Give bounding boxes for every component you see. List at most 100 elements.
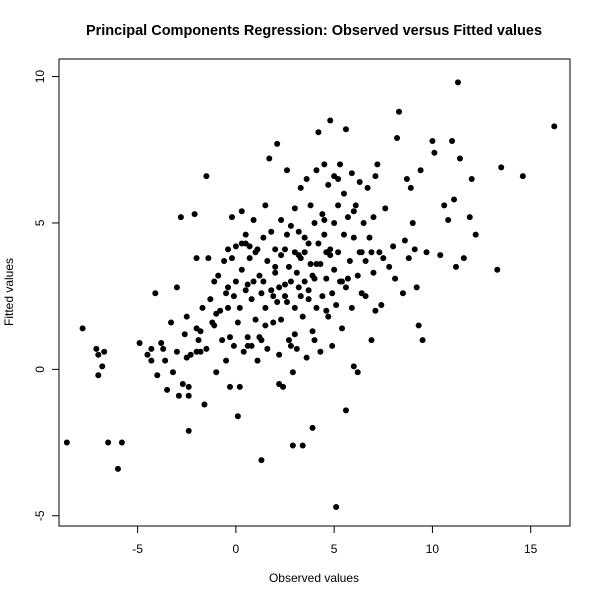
data-points [63,79,558,510]
data-point [342,284,349,291]
data-point [419,337,426,344]
data-point [376,249,383,256]
data-point [291,205,298,212]
data-point [183,313,190,320]
data-point [403,176,410,183]
data-point [287,342,294,349]
data-point [197,328,204,335]
data-point [244,334,251,341]
data-point [346,258,353,265]
data-point [335,249,342,256]
data-point [311,219,318,226]
x-axis: -5 0 5 10 15 [132,526,538,556]
data-point [350,363,357,370]
data-point [289,369,296,376]
data-point [370,269,377,276]
x-tick-label: -5 [132,542,143,556]
data-point [368,337,375,344]
data-point [221,258,228,265]
data-point [333,503,340,510]
data-point [168,319,175,326]
data-point [295,284,302,291]
data-point [331,266,338,273]
data-point [299,442,306,449]
data-point [386,263,393,270]
data-point [250,217,257,224]
data-point [494,266,501,273]
data-point [238,208,245,215]
data-point [315,129,322,136]
data-point [177,214,184,221]
data-point [232,278,239,285]
data-point [431,149,438,156]
data-point [205,255,212,262]
data-point [409,219,416,226]
data-point [256,272,263,279]
data-point [342,126,349,133]
data-point [274,299,281,306]
data-point [164,386,171,393]
data-point [136,340,143,347]
data-point [282,293,289,300]
data-point [354,369,361,376]
data-point [327,117,334,124]
data-point [311,337,318,344]
data-point [301,249,308,256]
data-point [232,243,239,250]
data-point [354,272,361,279]
data-point [285,263,292,270]
data-point [260,234,267,241]
data-point [309,424,316,431]
data-point [309,328,316,335]
data-point [254,357,261,364]
data-point [93,345,100,352]
data-point [179,380,186,387]
data-point [362,293,369,300]
data-point [372,307,379,314]
y-tick-label: -5 [33,510,47,521]
x-tick-label: 10 [426,542,440,556]
data-point [266,155,273,162]
data-point [201,401,208,408]
data-point [405,255,412,262]
data-point [283,299,290,306]
x-tick-label: 0 [233,542,240,556]
data-point [242,231,249,238]
data-point [234,319,241,326]
data-point [453,263,460,270]
data-point [329,290,336,297]
data-point [254,246,261,253]
data-point [335,202,342,209]
data-point [299,313,306,320]
data-point [223,357,230,364]
data-point [399,290,406,297]
data-point [339,325,346,332]
data-point [193,348,200,355]
data-point [185,427,192,434]
data-point [301,234,308,241]
data-point [101,348,108,355]
data-point [305,287,312,294]
data-point [342,407,349,414]
data-point [195,337,202,344]
data-point [240,348,247,355]
data-point [415,322,422,329]
data-point [191,211,198,218]
data-point [256,334,263,341]
data-point [173,284,180,291]
data-point [315,240,322,247]
data-point [99,363,106,370]
data-point [340,190,347,197]
data-point [262,304,269,311]
data-point [441,202,448,209]
data-point [340,231,347,238]
data-point [344,214,351,221]
data-point [217,307,224,314]
data-point [323,307,330,314]
data-point [152,290,159,297]
data-point [187,351,194,358]
data-point [378,301,385,308]
data-point [225,284,232,291]
data-point [295,252,302,259]
